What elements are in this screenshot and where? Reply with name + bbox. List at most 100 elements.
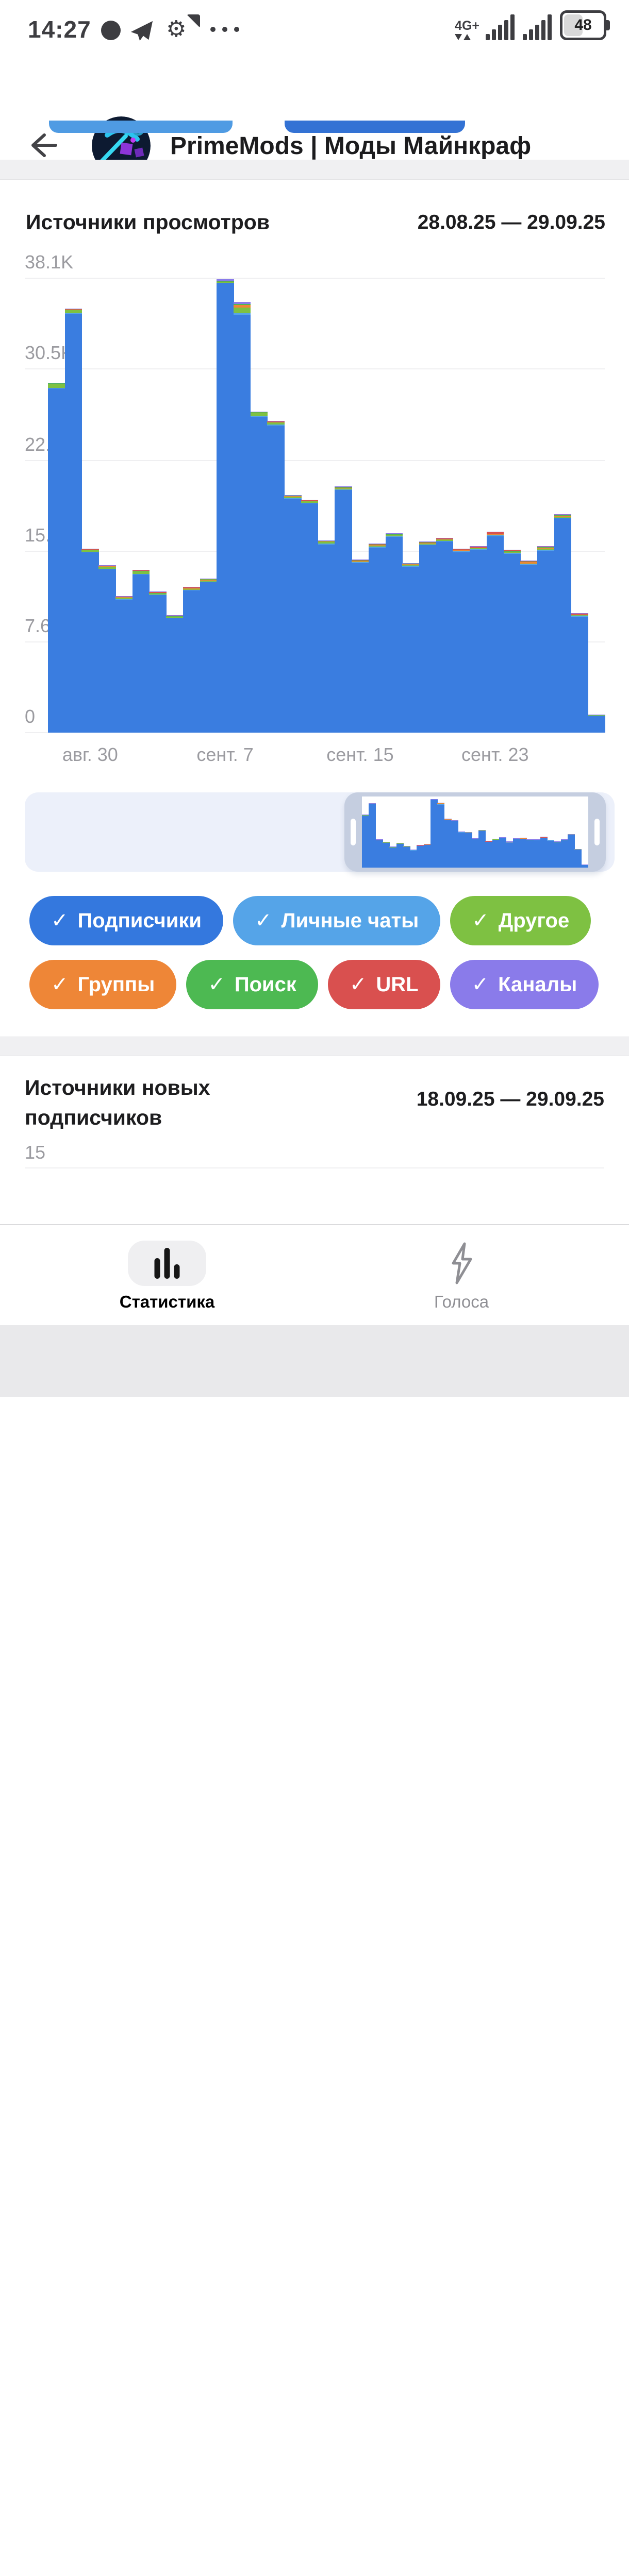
bar-column-сент. 10[interactable] <box>267 278 285 733</box>
bar-column-сент. 11[interactable] <box>284 278 302 733</box>
bar-column-авг. 29[interactable] <box>369 796 376 868</box>
bar-column-авг. 28[interactable] <box>48 278 65 733</box>
bar-column-сент. 2[interactable] <box>132 278 150 733</box>
views-chart-plot[interactable] <box>48 278 605 733</box>
bar-column-сент. 12[interactable] <box>465 796 472 868</box>
bar-column-сент. 15[interactable] <box>352 278 369 733</box>
bar-column-сент. 12[interactable] <box>301 278 319 733</box>
bar-column-сент. 8[interactable] <box>437 796 445 868</box>
bar-segment-Поиск <box>250 412 268 413</box>
legend-button-other[interactable]: ✓ Другое <box>450 896 591 945</box>
bar-column-сент. 6[interactable] <box>423 796 431 868</box>
bar-column-сент. 14[interactable] <box>335 278 352 733</box>
bar-column-сент. 22[interactable] <box>533 796 541 868</box>
bar-segment-Подписчики <box>581 865 588 868</box>
bar-column-сент. 26[interactable] <box>560 796 568 868</box>
bar-column-сент. 14[interactable] <box>478 796 486 868</box>
bar-column-сент. 16[interactable] <box>492 796 500 868</box>
partial-button-blue[interactable] <box>285 121 465 133</box>
chart-range-selector[interactable] <box>25 792 615 872</box>
bar-column-авг. 28[interactable] <box>362 796 369 868</box>
bar-segment-Каналы <box>554 841 561 842</box>
bar-column-сент. 5[interactable] <box>417 796 424 868</box>
bar-column-сент. 23[interactable] <box>486 278 504 733</box>
partial-button-light-blue[interactable] <box>49 121 233 133</box>
bar-column-сент. 19[interactable] <box>419 278 437 733</box>
bar-column-сент. 15[interactable] <box>485 796 493 868</box>
tab-statistics[interactable]: Статистика <box>59 1225 275 1326</box>
bar-column-сент. 3[interactable] <box>149 278 167 733</box>
legend-button-search[interactable]: ✓ Поиск <box>186 960 318 1009</box>
bar-column-сент. 24[interactable] <box>547 796 555 868</box>
range-handle-left[interactable] <box>351 819 356 845</box>
bar-column-сент. 28[interactable] <box>574 796 582 868</box>
lightning-icon <box>452 1242 472 1284</box>
bar-column-сент. 28[interactable] <box>571 278 588 733</box>
bar-column-сент. 6[interactable] <box>200 278 217 733</box>
bar-column-сент. 4[interactable] <box>410 796 418 868</box>
bar-segment-Личные чаты <box>368 546 386 548</box>
bar-column-сент. 27[interactable] <box>554 278 572 733</box>
bar-column-сент. 8[interactable] <box>234 278 251 733</box>
range-selection-window[interactable] <box>344 792 606 872</box>
bar-column-авг. 31[interactable] <box>382 796 390 868</box>
bar-column-сент. 9[interactable] <box>250 278 268 733</box>
bar-column-сент. 13[interactable] <box>318 278 336 733</box>
bar-segment-Каналы <box>465 832 472 833</box>
battery-nub <box>606 20 610 30</box>
bar-column-сент. 13[interactable] <box>471 796 479 868</box>
range-handle-right[interactable] <box>594 819 600 845</box>
bar-column-сент. 7[interactable] <box>217 278 234 733</box>
bar-column-авг. 30[interactable] <box>375 796 383 868</box>
bar-column-сент. 1[interactable] <box>115 278 133 733</box>
bar-column-сент. 3[interactable] <box>403 796 410 868</box>
bar-column-сент. 10[interactable] <box>451 796 458 868</box>
data-activity-icon <box>455 34 471 40</box>
bar-column-сент. 26[interactable] <box>537 278 555 733</box>
tab-voices[interactable]: Голоса <box>353 1225 570 1326</box>
bar-column-сент. 22[interactable] <box>470 278 487 733</box>
bar-column-сент. 20[interactable] <box>519 796 527 868</box>
bar-column-сент. 20[interactable] <box>436 278 454 733</box>
bar-segment-Другое <box>382 842 390 843</box>
bar-column-сент. 17[interactable] <box>499 796 507 868</box>
bar-column-сент. 4[interactable] <box>166 278 184 733</box>
bar-column-сент. 9[interactable] <box>444 796 452 868</box>
bar-column-сент. 24[interactable] <box>503 278 521 733</box>
bar-column-сент. 1[interactable] <box>389 796 397 868</box>
bar-column-сент. 27[interactable] <box>568 796 575 868</box>
bar-column-сент. 29[interactable] <box>581 796 588 868</box>
bar-segment-Подписчики <box>267 426 285 733</box>
bar-column-сент. 19[interactable] <box>512 796 520 868</box>
legend-button-url[interactable]: ✓ URL <box>327 960 440 1009</box>
bar-column-сент. 5[interactable] <box>183 278 201 733</box>
bar-column-авг. 30[interactable] <box>81 278 99 733</box>
bar-column-сент. 2[interactable] <box>396 796 404 868</box>
bar-segment-Подписчики <box>369 804 376 868</box>
legend-button-channels[interactable]: ✓ Каналы <box>450 960 599 1009</box>
bar-column-сент. 25[interactable] <box>554 796 561 868</box>
bar-column-сент. 21[interactable] <box>453 278 470 733</box>
bar-column-сент. 23[interactable] <box>540 796 548 868</box>
check-icon: ✓ <box>472 909 489 932</box>
bar-segment-Подписчики <box>560 840 568 868</box>
bar-segment-Группы <box>183 588 201 589</box>
bar-segment-URL <box>419 541 437 543</box>
legend-button-subscribers[interactable]: ✓ Подписчики <box>29 896 223 945</box>
bar-column-сент. 7[interactable] <box>431 796 438 868</box>
bar-column-сент. 21[interactable] <box>526 796 534 868</box>
bar-column-сент. 16[interactable] <box>368 278 386 733</box>
legend-button-private-chats[interactable]: ✓ Личные чаты <box>233 896 441 945</box>
bar-column-сент. 29[interactable] <box>588 278 605 733</box>
bar-column-сент. 11[interactable] <box>458 796 466 868</box>
bar-column-сент. 18[interactable] <box>402 278 420 733</box>
back-button[interactable] <box>27 130 58 161</box>
x-tick-label: сент. 23 <box>461 744 529 765</box>
bar-column-авг. 31[interactable] <box>98 278 116 733</box>
bar-column-авг. 29[interactable] <box>64 278 82 733</box>
bar-column-сент. 18[interactable] <box>506 796 514 868</box>
bar-column-сент. 17[interactable] <box>385 278 403 733</box>
bar-column-сент. 25[interactable] <box>520 278 538 733</box>
bar-segment-Поиск <box>537 547 555 548</box>
legend-button-groups[interactable]: ✓ Группы <box>29 960 177 1009</box>
